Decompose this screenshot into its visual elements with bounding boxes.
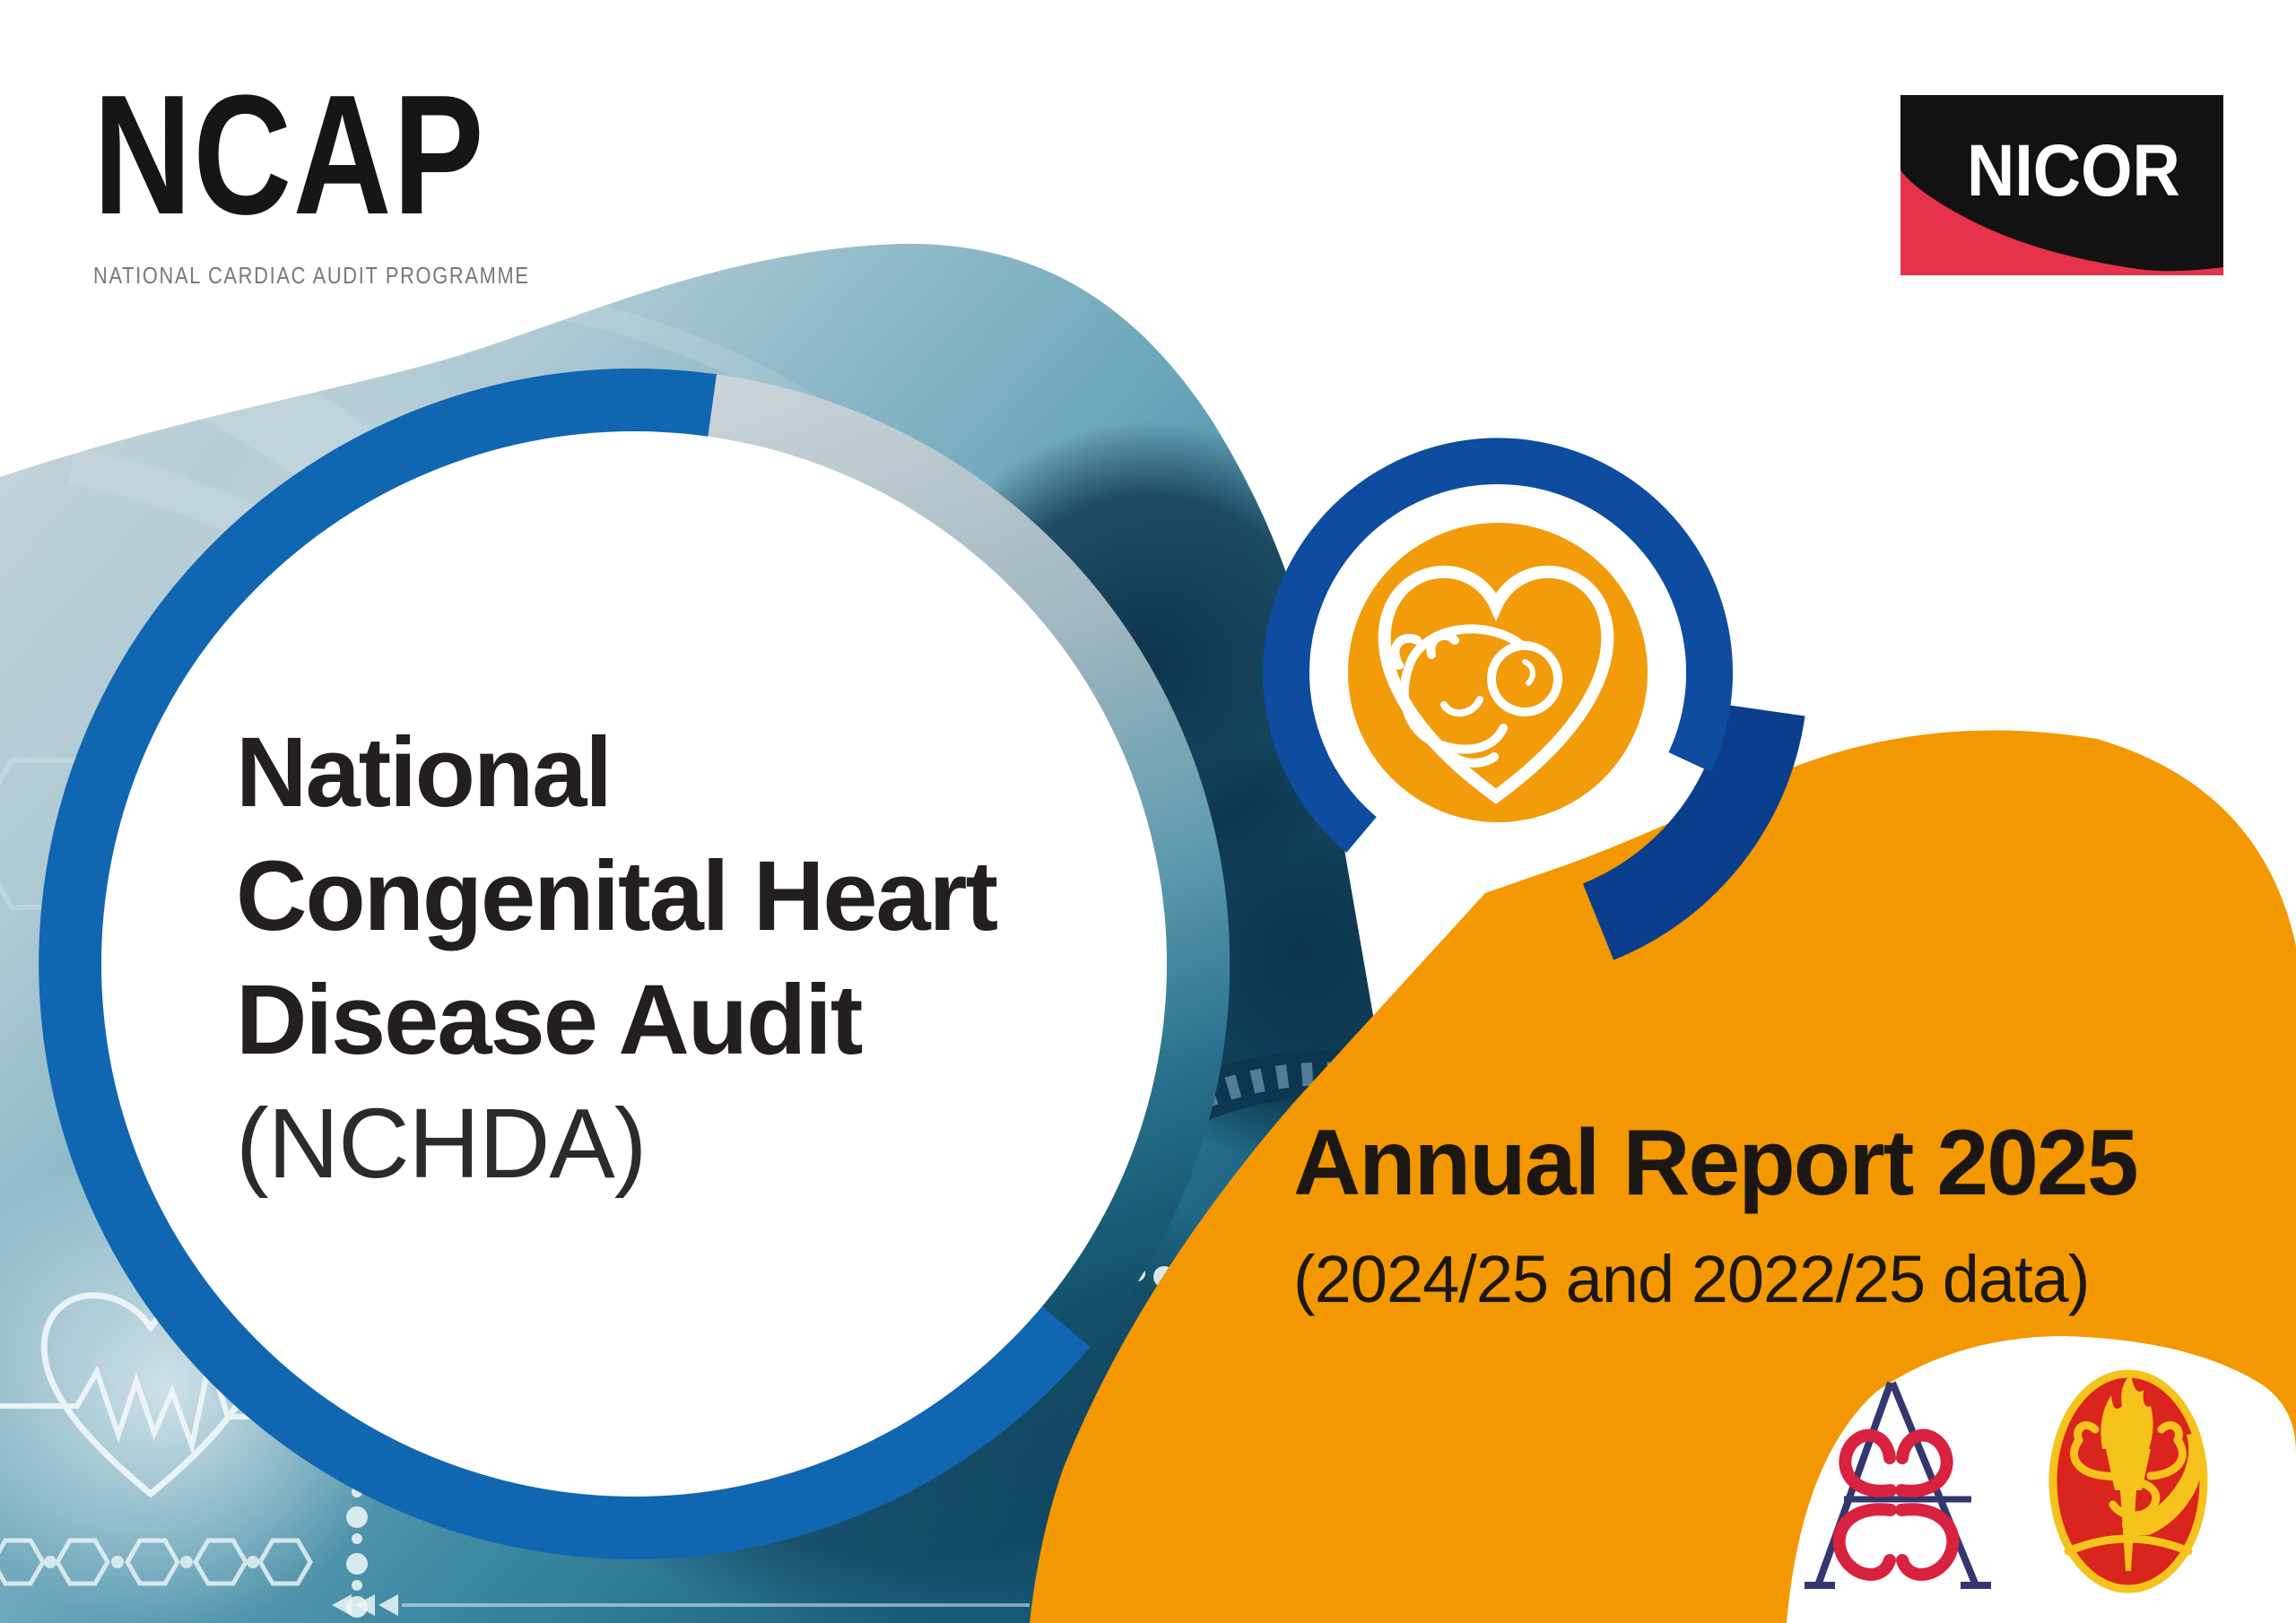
ring-gradient-segment [707,374,1231,1348]
ncap-tagline: NATIONAL CARDIAC AUDIT PROGRAMME [93,262,530,289]
title-line-1: National [236,717,613,828]
achd-a-heart-logo [1805,1381,1991,1589]
ncap-logo-text: NCAP [93,60,486,250]
nicor-logo-text: NICOR [1967,130,2180,212]
arrow-line-decoration [332,1594,1030,1616]
title-line-3: Disease Audit [236,965,863,1075]
ncap-logo: NCAP NATIONAL CARDIAC AUDIT PROGRAMME [93,70,613,290]
fetal-heart-icon [1378,565,1614,804]
title-circle-disc [101,431,1167,1497]
page-title: National Congenital Heart Disease Audit … [236,711,1151,1206]
hexagon-decoration [0,1538,313,1586]
badge-blue-ring [1263,438,1734,853]
title-line-2: Congenital Heart [236,841,998,951]
big-circle [39,368,1231,1559]
badge-swoosh-tail [1582,703,1805,960]
ring-blue-segment [39,368,1091,1559]
title-abbreviation: (NCHDA) [236,1089,647,1199]
nicor-logo-shape [1900,95,2223,275]
report-subtitle: (2024/25 and 2022/25 data) [1293,1242,2090,1316]
nicor-logo: NICOR [1900,95,2223,275]
report-title: Annual Report 2025 [1293,1111,2139,1215]
badge-orange-disc [1348,523,1648,822]
fetal-heart-badge [1263,438,1805,960]
torch-serpent-crest-logo [2048,1369,2208,1593]
